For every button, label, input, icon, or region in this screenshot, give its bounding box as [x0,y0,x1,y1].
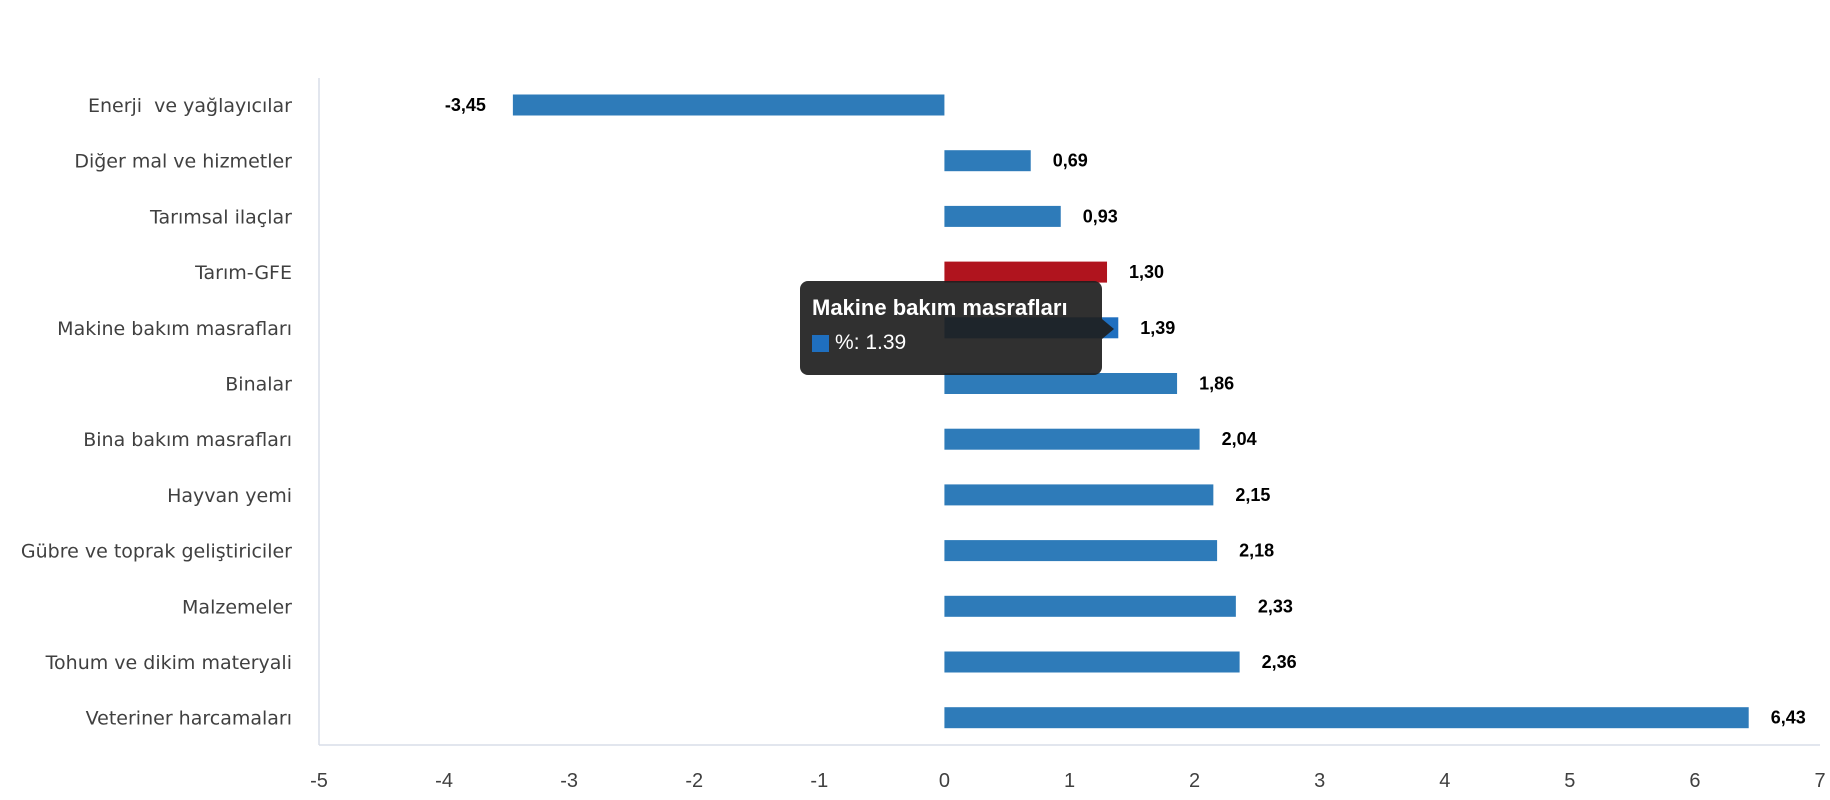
tooltip-swatch [812,334,829,352]
x-tick-label-7: 2 [1189,770,1200,792]
x-tick-label-10: 5 [1564,770,1575,792]
x-tick-label-3: -2 [685,770,703,792]
x-tick-label-8: 3 [1314,770,1325,792]
tooltip-value: 1.39 [865,331,907,354]
category-label-5: Binalar [225,374,292,396]
value-label-6: 2,04 [1222,429,1257,449]
x-tick-label-5: 0 [939,770,950,792]
category-label-11: Veteriner harcamaları [86,708,292,730]
bar-3[interactable] [944,261,1108,283]
category-label-6: Bina bakım masrafları [83,429,292,451]
x-tick-label-11: 6 [1689,770,1700,792]
category-label-10: Tohum ve dikim materyali [45,652,292,674]
tooltip: Makine bakım masrafları % : 1.39 [800,281,1114,375]
category-label-9: Malzemeler [182,596,292,618]
value-label-9: 2,33 [1258,596,1293,616]
bar-5[interactable] [944,373,1178,394]
category-label-3: Tarım-GFE [194,262,292,284]
value-label-7: 2,15 [1235,485,1270,505]
bar-10[interactable] [944,651,1240,673]
bar-9[interactable] [944,595,1236,617]
value-label-8: 2,18 [1239,541,1274,561]
category-label-4: Makine bakım masrafları [57,318,292,340]
value-label-2: 0,93 [1083,206,1118,226]
bar-2[interactable] [944,205,1061,227]
category-labels: Enerji ve yağlayıcılar Diğer mal ve hizme… [21,95,292,730]
value-label-0: -3,45 [445,95,486,115]
x-tick-label-4: -1 [810,770,828,792]
bars-layer [512,94,1749,729]
bar-0[interactable] [512,94,945,116]
x-tick-label-1: -4 [435,770,453,792]
category-label-0: Enerji ve yağlayıcılar [88,95,292,117]
tooltip-series-label: % [835,331,854,354]
category-label-2: Tarımsal ilaçlar [149,206,292,228]
category-label-7: Hayvan yemi [167,485,292,507]
bar-6[interactable] [944,428,1200,450]
x-tick-label-12: 7 [1814,770,1825,792]
value-label-1: 0,69 [1053,151,1088,171]
bar-11[interactable] [944,707,1749,729]
value-label-11: 6,43 [1771,708,1806,728]
value-label-10: 2,36 [1262,652,1297,672]
tooltip-title: Makine bakım masrafları [812,295,1068,320]
category-label-8: Gübre ve toprak geliştiriciler [21,541,292,563]
value-label-4: 1,39 [1140,318,1175,338]
tooltip-row: % : 1.39 [812,331,1090,355]
bar-8[interactable] [944,540,1218,562]
category-label-1: Diğer mal ve hizmetler [74,151,292,173]
bar-7[interactable] [944,484,1214,506]
x-tick-label-6: 1 [1064,770,1075,792]
bar-1[interactable] [944,150,1031,172]
tooltip-arrow [1102,319,1114,339]
x-tick-label-2: -3 [560,770,578,792]
value-label-5: 1,86 [1199,374,1234,394]
x-tick-label-0: -5 [310,770,328,792]
tooltip-separator: : [853,331,866,354]
value-label-3: 1,30 [1129,262,1164,282]
value-labels: -3,45 0,69 0,93 1,30 1,39 1,86 2,04 2,15 2,18 2,3… [445,95,1806,728]
x-axis-ticks: -5 -4 -3 -2 -1 0 1 2 3 4 5 6 7 [310,770,1825,792]
x-tick-label-9: 4 [1439,770,1450,792]
